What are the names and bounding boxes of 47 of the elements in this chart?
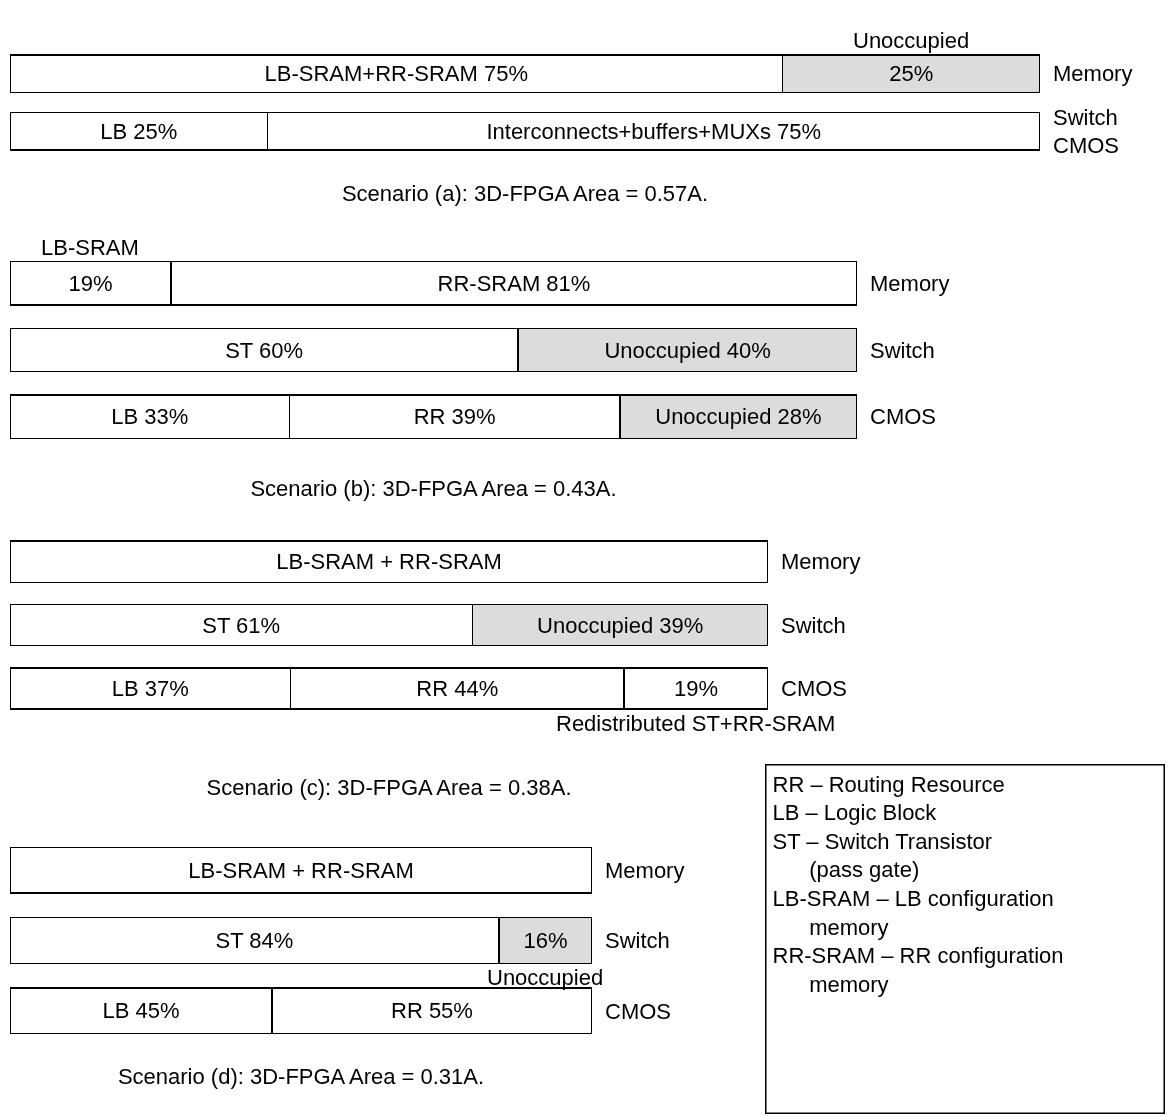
y-tick-label: CMOS: [605, 998, 671, 1024]
data-label: LB 37%: [111, 675, 189, 701]
data-label: ST 61%: [202, 612, 281, 638]
y-tick-label: Switch: [605, 928, 670, 954]
data-label: LB 25%: [100, 118, 178, 144]
data-label: Unoccupied 28%: [655, 404, 822, 430]
data-label: RR 39%: [413, 404, 496, 430]
y-tick-label: CMOS: [870, 404, 936, 430]
data-label: RR-SRAM 81%: [437, 270, 591, 296]
y-tick-label: Switch: [781, 612, 846, 638]
data-label: LB 45%: [102, 998, 180, 1024]
y-tick-label: Memory: [1053, 61, 1133, 87]
annotation: Unoccupied: [487, 965, 604, 990]
text: RR – Routing Resource: [772, 771, 1005, 797]
data-label: LB-SRAM+RR-SRAM 75%: [264, 61, 528, 87]
y-tick-label: Switch CMOS: [1053, 104, 1119, 159]
bar: [10, 540, 768, 583]
data-label: RR 44%: [416, 675, 499, 701]
y-tick-label: Memory: [605, 857, 685, 883]
data-label: Unoccupied 40%: [604, 337, 771, 363]
y-tick-label: Memory: [870, 271, 950, 297]
data-label: 19%: [673, 675, 719, 701]
y-tick-label: Switch: [870, 337, 935, 363]
annotation: Unoccupied: [853, 28, 970, 53]
y-tick-label: Memory: [781, 549, 861, 575]
text: RR-SRAM – RR configuration memory: [772, 943, 1064, 997]
data-label: 19%: [68, 270, 113, 296]
data-label: 16%: [523, 928, 568, 953]
data-label: Interconnects+buffers+MUXs 75%: [486, 118, 822, 144]
data-label: ST 84%: [215, 928, 294, 953]
text: ST – Switch Transistor (pass gate): [772, 828, 993, 883]
text: Scenario (d): 3D-FPGA Area = 0.31A.: [117, 1063, 485, 1089]
data-label: Unoccupied 39%: [537, 612, 704, 638]
data-label: ST 60%: [225, 337, 304, 363]
data-label: LB-SRAM + RR-SRAM: [276, 549, 502, 575]
data-label: LB-SRAM + RR-SRAM: [188, 857, 414, 883]
y-tick-label: CMOS: [781, 676, 847, 702]
annotation: Redistributed ST+RR-SRAM: [556, 711, 836, 736]
data-label: LB 33%: [111, 404, 189, 430]
annotation: LB-SRAM: [41, 235, 139, 260]
text: LB – Logic Block: [772, 800, 938, 826]
text: LB-SRAM – LB configuration memory: [772, 885, 1054, 940]
data-label: 25%: [889, 61, 934, 87]
data-label: RR 55%: [390, 998, 473, 1024]
text: Scenario (b): 3D-FPGA Area = 0.43A.: [250, 475, 617, 501]
text: Scenario (c): 3D-FPGA Area = 0.38A.: [206, 774, 572, 800]
text: Scenario (a): 3D-FPGA Area = 0.57A.: [341, 180, 709, 206]
